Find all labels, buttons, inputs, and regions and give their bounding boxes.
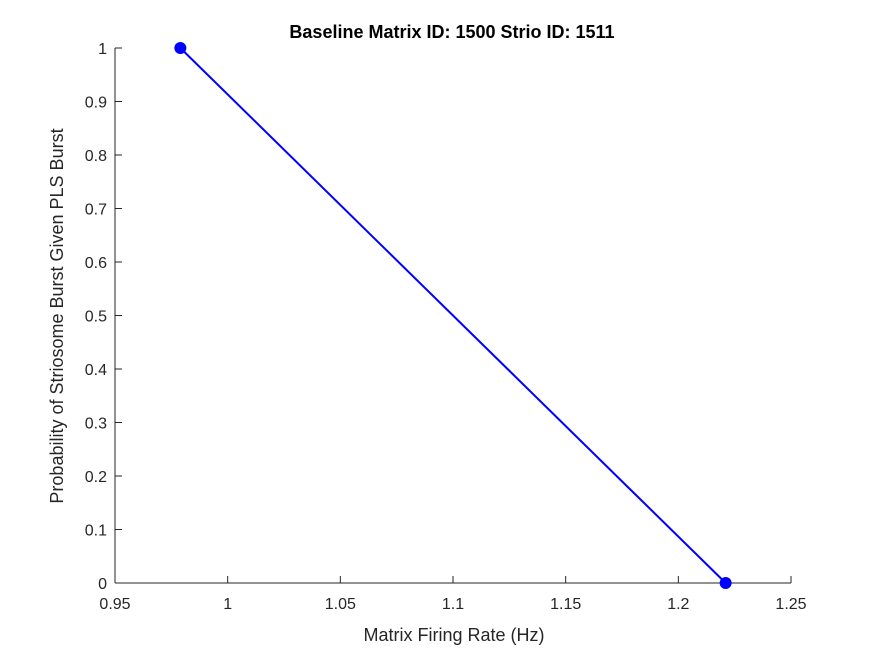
y-tick-label: 0.5 — [85, 309, 107, 326]
y-tick-label: 0.6 — [85, 255, 107, 272]
x-tick-label: 1.15 — [550, 596, 581, 613]
plot-area — [174, 42, 732, 589]
chart-title: Baseline Matrix ID: 1500 Strio ID: 1511 — [289, 22, 614, 42]
data-point — [174, 42, 187, 54]
y-tick-label: 0.8 — [85, 148, 107, 165]
y-tick-label: 0.1 — [85, 523, 107, 540]
x-axis-title: Matrix Firing Rate (Hz) — [363, 625, 544, 645]
y-tick-label: 0.3 — [85, 416, 107, 433]
y-tick-label: 0.7 — [85, 202, 107, 219]
y-tick-label: 0.9 — [85, 95, 107, 112]
x-tick-label: 1.2 — [667, 596, 689, 613]
y-tick-label: 1 — [98, 41, 107, 58]
x-tick-label: 1.1 — [442, 596, 464, 613]
x-tick-label: 0.95 — [99, 596, 130, 613]
axes: 0.95 1 1.05 1.1 1.15 1.2 1.25 0 0.1 0.2 0.3 0.4 0.5 0… — [85, 41, 807, 613]
y-axis-title: Probability of Striosome Burst Given PLS… — [47, 128, 67, 503]
data-point — [719, 577, 732, 589]
x-tick-label: 1 — [223, 596, 232, 613]
y-tick-label: 0.2 — [85, 469, 107, 486]
y-tick-label: 0.4 — [85, 362, 107, 379]
y-tick-label: 0 — [98, 576, 107, 593]
x-tick-label: 1.25 — [775, 596, 806, 613]
x-tick-label: 1.05 — [325, 596, 356, 613]
series-line — [179, 47, 727, 584]
